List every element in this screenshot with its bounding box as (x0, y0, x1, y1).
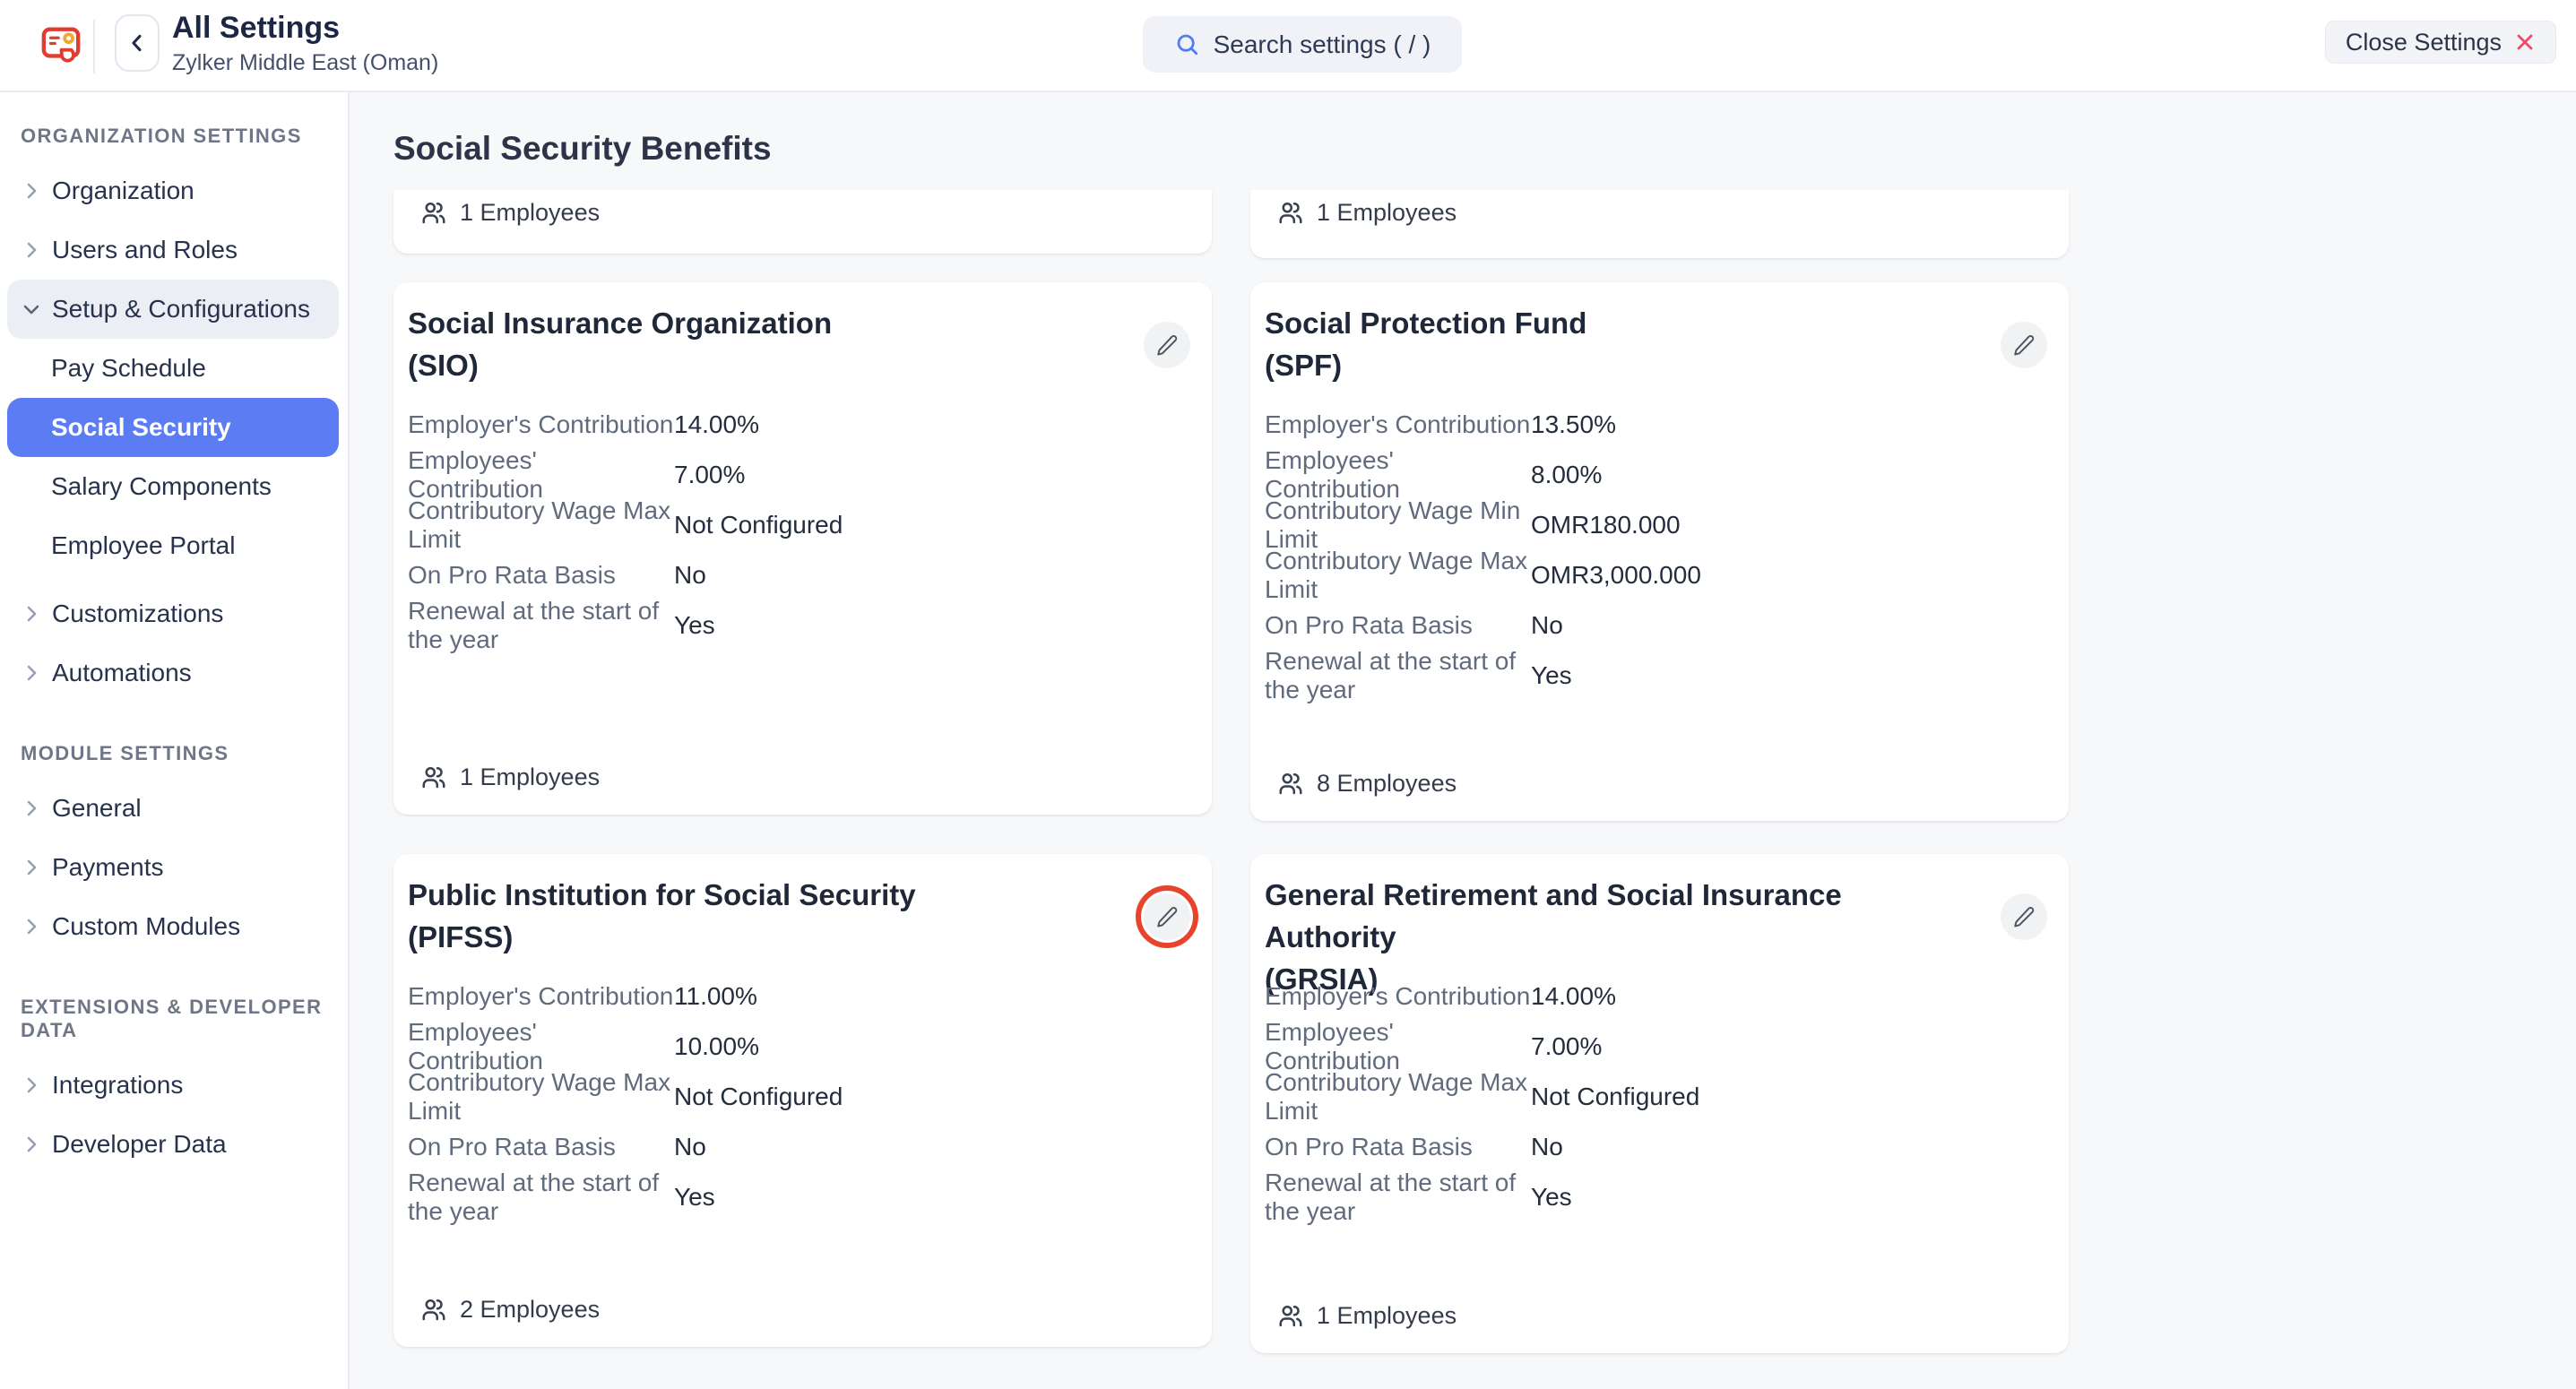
users-icon (1279, 1305, 1302, 1326)
card-fragment-left: 1 Employees (393, 190, 1212, 254)
sidebar-heading-module-settings: MODULE SETTINGS (21, 742, 229, 764)
card-footer: 8 Employees (1277, 770, 1457, 798)
card-title: Public Institution for Social Security (… (408, 878, 916, 953)
card-fragment-right: 1 Employees (1250, 190, 2069, 258)
app-logo-icon[interactable] (40, 23, 82, 65)
sidebar-heading-extensions-developer-data: EXTENSIONS & DEVELOPER DATA (21, 996, 323, 1041)
card-grsia: General Retirement and Social Insurance … (1250, 854, 2069, 1353)
users-icon (1279, 772, 1302, 794)
settings-content: Social Security Benefits 1 Employees 1 E… (351, 92, 2576, 1389)
card-detail-rows: Employer's Contribution 14.00% Employees'… (1265, 982, 1700, 1225)
card-footer: 1 Employees (1277, 1302, 1457, 1330)
chevron-right-icon (27, 665, 37, 681)
sidebar-item-payments[interactable]: Payments (0, 838, 348, 897)
card-title: General Retirement and Social Insurance … (1265, 878, 1842, 996)
card-title: Social Insurance Organization (SIO) (408, 306, 833, 382)
sidebar-heading-organization-settings: ORGANIZATION SETTINGS (21, 125, 302, 147)
chevron-left-icon (132, 34, 142, 52)
page-header-title: All Settings (172, 11, 341, 45)
card-spf: Social Protection Fund (SPF) Employer's … (1250, 282, 2069, 821)
card-detail-rows: Employer's Contribution 14.00% Employees'… (408, 410, 843, 653)
chevron-right-icon (27, 859, 37, 876)
chevron-right-icon (27, 183, 37, 199)
employee-count: 2 Employees (460, 1296, 601, 1323)
top-header: All Settings Zylker Middle East (Oman) S… (0, 0, 2576, 92)
pifss-edit-button-highlighted[interactable] (1136, 885, 1198, 948)
users-icon (422, 766, 445, 788)
close-x-icon (2517, 34, 2533, 50)
card-footer: 1 Employees (420, 764, 600, 791)
employee-count: 1 Employees (460, 199, 601, 226)
users-icon (1279, 202, 1302, 223)
chevron-right-icon (27, 1077, 37, 1093)
sidebar-item-automations[interactable]: Automations (0, 643, 348, 703)
employee-count: 1 Employees (1317, 1302, 1457, 1329)
chevron-right-icon (27, 606, 37, 622)
card-detail-rows: Employer's Contribution 11.00% Employees'… (408, 982, 843, 1225)
sidebar-item-employee-portal[interactable]: Employee Portal (51, 531, 236, 559)
back-button[interactable] (115, 14, 160, 72)
sidebar-item-general[interactable]: General (0, 779, 348, 838)
employee-count: 1 Employees (1317, 199, 1457, 226)
card-pifss: Public Institution for Social Security (… (393, 854, 1212, 1347)
chevron-right-icon (27, 919, 37, 935)
sidebar-item-users-and-roles[interactable]: Users and Roles (0, 220, 348, 280)
sidebar-item-pay-schedule[interactable]: Pay Schedule (51, 354, 206, 382)
card-footer: 2 Employees (420, 1296, 600, 1324)
pencil-icon (2014, 907, 2035, 927)
card-detail-rows: Employer's Contribution 13.50% Employees'… (1265, 410, 1701, 703)
pencil-icon (1157, 907, 1178, 927)
chevron-right-icon (27, 242, 37, 258)
card-title: Social Protection Fund (SPF) (1265, 306, 1587, 382)
sidebar-item-setup-configurations[interactable]: Setup & Configurations (7, 280, 339, 339)
spf-edit-button[interactable] (2001, 322, 2047, 368)
sidebar-item-custom-modules[interactable]: Custom Modules (0, 897, 348, 956)
chevron-down-icon (23, 305, 39, 315)
sidebar-item-developer-data[interactable]: Developer Data (0, 1115, 348, 1174)
sidebar-item-organization[interactable]: Organization (0, 161, 348, 220)
organization-name: Zylker Middle East (Oman) (172, 50, 439, 75)
sidebar-item-integrations[interactable]: Integrations (0, 1056, 348, 1115)
card-sio: Social Insurance Organization (SIO) Empl… (393, 282, 1212, 815)
chevron-right-icon (27, 1136, 37, 1152)
header-divider (93, 20, 95, 73)
chevron-right-icon (27, 800, 37, 816)
sidebar-item-customizations[interactable]: Customizations (0, 584, 348, 643)
sidebar-item-salary-components[interactable]: Salary Components (51, 472, 272, 500)
settings-sidebar: ORGANIZATION SETTINGS Organization Users… (0, 92, 350, 1389)
sio-edit-button[interactable] (1144, 322, 1190, 368)
search-settings-input[interactable]: Search settings ( / ) (1143, 16, 1462, 73)
users-icon (422, 202, 445, 223)
pencil-icon (2014, 335, 2035, 356)
users-icon (422, 1298, 445, 1320)
close-settings-button[interactable]: Close Settings (2324, 21, 2556, 64)
grsia-edit-button[interactable] (2001, 893, 2047, 940)
search-icon (1177, 34, 1197, 55)
sidebar-item-social-security[interactable]: Social Security (7, 398, 339, 457)
search-placeholder: Search settings ( / ) (1213, 30, 1431, 58)
employee-count: 8 Employees (1317, 770, 1457, 797)
page-title: Social Security Benefits (393, 130, 772, 167)
pencil-icon (1157, 335, 1178, 356)
employee-count: 1 Employees (460, 764, 601, 790)
